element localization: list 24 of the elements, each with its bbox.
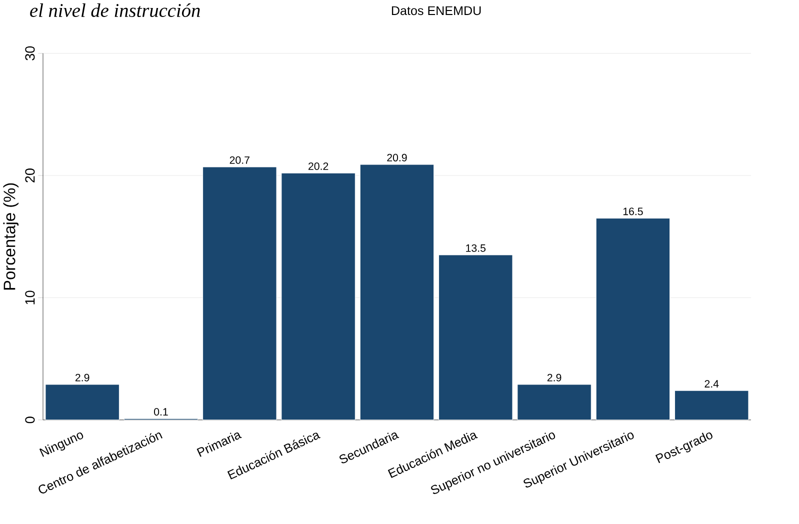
bar	[45, 384, 120, 420]
data-label: 16.5	[623, 208, 643, 216]
y-axis-title: Porcentaje (%)	[3, 184, 19, 290]
bar	[438, 254, 513, 420]
y-tick-label: 10	[25, 290, 35, 304]
y-tick-label: 0	[25, 416, 35, 424]
data-label: 2.9	[75, 374, 90, 382]
chart-subtitle: Datos ENEMDU	[392, 6, 481, 16]
bar	[202, 166, 277, 420]
y-tick-label: 20	[25, 168, 35, 183]
bar	[281, 172, 356, 420]
bar	[360, 164, 434, 420]
data-label: 0.1	[154, 408, 168, 416]
data-label: 20.2	[308, 162, 328, 170]
data-label: 20.7	[230, 156, 250, 164]
data-label: 2.9	[547, 374, 562, 382]
bar	[596, 218, 670, 420]
bar	[674, 390, 749, 420]
bar	[517, 384, 592, 420]
chart-title: el nivel de instrucción	[30, 4, 200, 18]
data-label: 20.9	[387, 154, 407, 162]
y-tick-label: 30	[25, 46, 35, 60]
data-label: 13.5	[466, 244, 486, 252]
data-label: 2.4	[704, 380, 719, 388]
